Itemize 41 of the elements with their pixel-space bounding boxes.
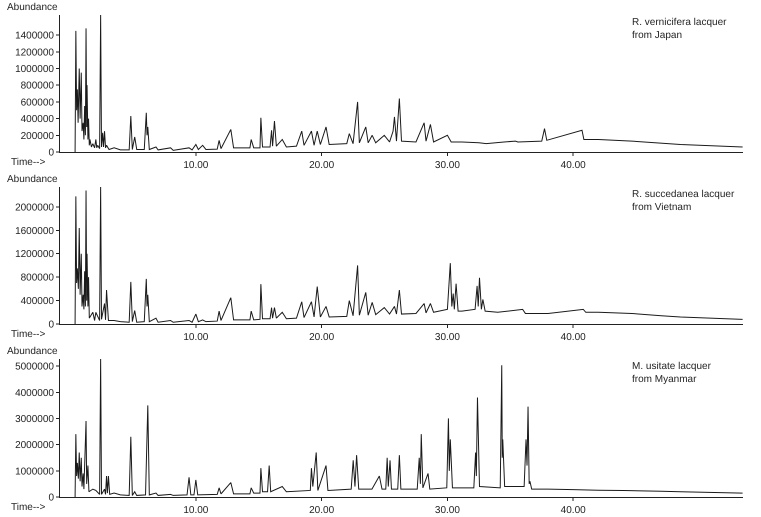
y-tick-label: 800000 [20, 80, 54, 92]
y-tick-label: 800000 [20, 272, 54, 284]
y-tick-label: 2000000 [15, 202, 54, 214]
x-tick-label: 20.00 [309, 160, 335, 171]
y-axis-title: Abundance [7, 2, 58, 13]
x-axis-title: Time--> [11, 329, 46, 340]
x-tick-label: 40.00 [560, 332, 586, 343]
x-axis-title: Time--> [11, 157, 46, 168]
x-axis-title: Time--> [11, 502, 46, 513]
x-tick-label: 40.00 [560, 505, 586, 516]
x-tick-label: 10.00 [183, 332, 209, 343]
y-tick-label: 200000 [20, 130, 54, 142]
y-tick-label: 400000 [20, 296, 54, 308]
x-tick-label: 30.00 [434, 160, 460, 171]
x-tick-label: 10.00 [183, 505, 209, 516]
x-tick-label: 40.00 [560, 160, 586, 171]
y-tick-label: 4000000 [15, 388, 54, 399]
y-tick-label: 400000 [20, 114, 54, 126]
y-axis-title: Abundance [7, 346, 58, 357]
y-tick-label: 5000000 [15, 362, 54, 373]
y-tick-label: 1200000 [15, 249, 54, 260]
y-tick-label: 1200000 [15, 47, 54, 58]
y-tick-label: 0 [48, 492, 54, 504]
y-axis-title: Abundance [7, 174, 58, 185]
y-tick-label: 0 [48, 320, 54, 330]
y-tick-label: 1000000 [15, 64, 54, 75]
y-tick-label: 1600000 [15, 226, 54, 237]
y-tick-label: 3000000 [15, 414, 54, 425]
y-tick-label: 1400000 [15, 30, 54, 42]
y-tick-label: 1000000 [15, 466, 54, 478]
annotation: R. vernicifera lacquer from Japan [632, 17, 728, 41]
x-tick-label: 30.00 [434, 332, 460, 343]
y-tick-label: 2000000 [15, 440, 54, 452]
annotation: M. usitate lacquer from Myanmar [632, 361, 712, 385]
y-tick-label: 0 [48, 148, 54, 158]
x-tick-label: 10.00 [183, 160, 209, 171]
x-tick-label: 20.00 [309, 332, 335, 343]
x-tick-label: 30.00 [434, 505, 460, 516]
annotation: R. succedanea lacquer from Vietnam [632, 189, 735, 213]
y-tick-label: 600000 [20, 97, 54, 108]
x-tick-label: 20.00 [309, 505, 335, 516]
